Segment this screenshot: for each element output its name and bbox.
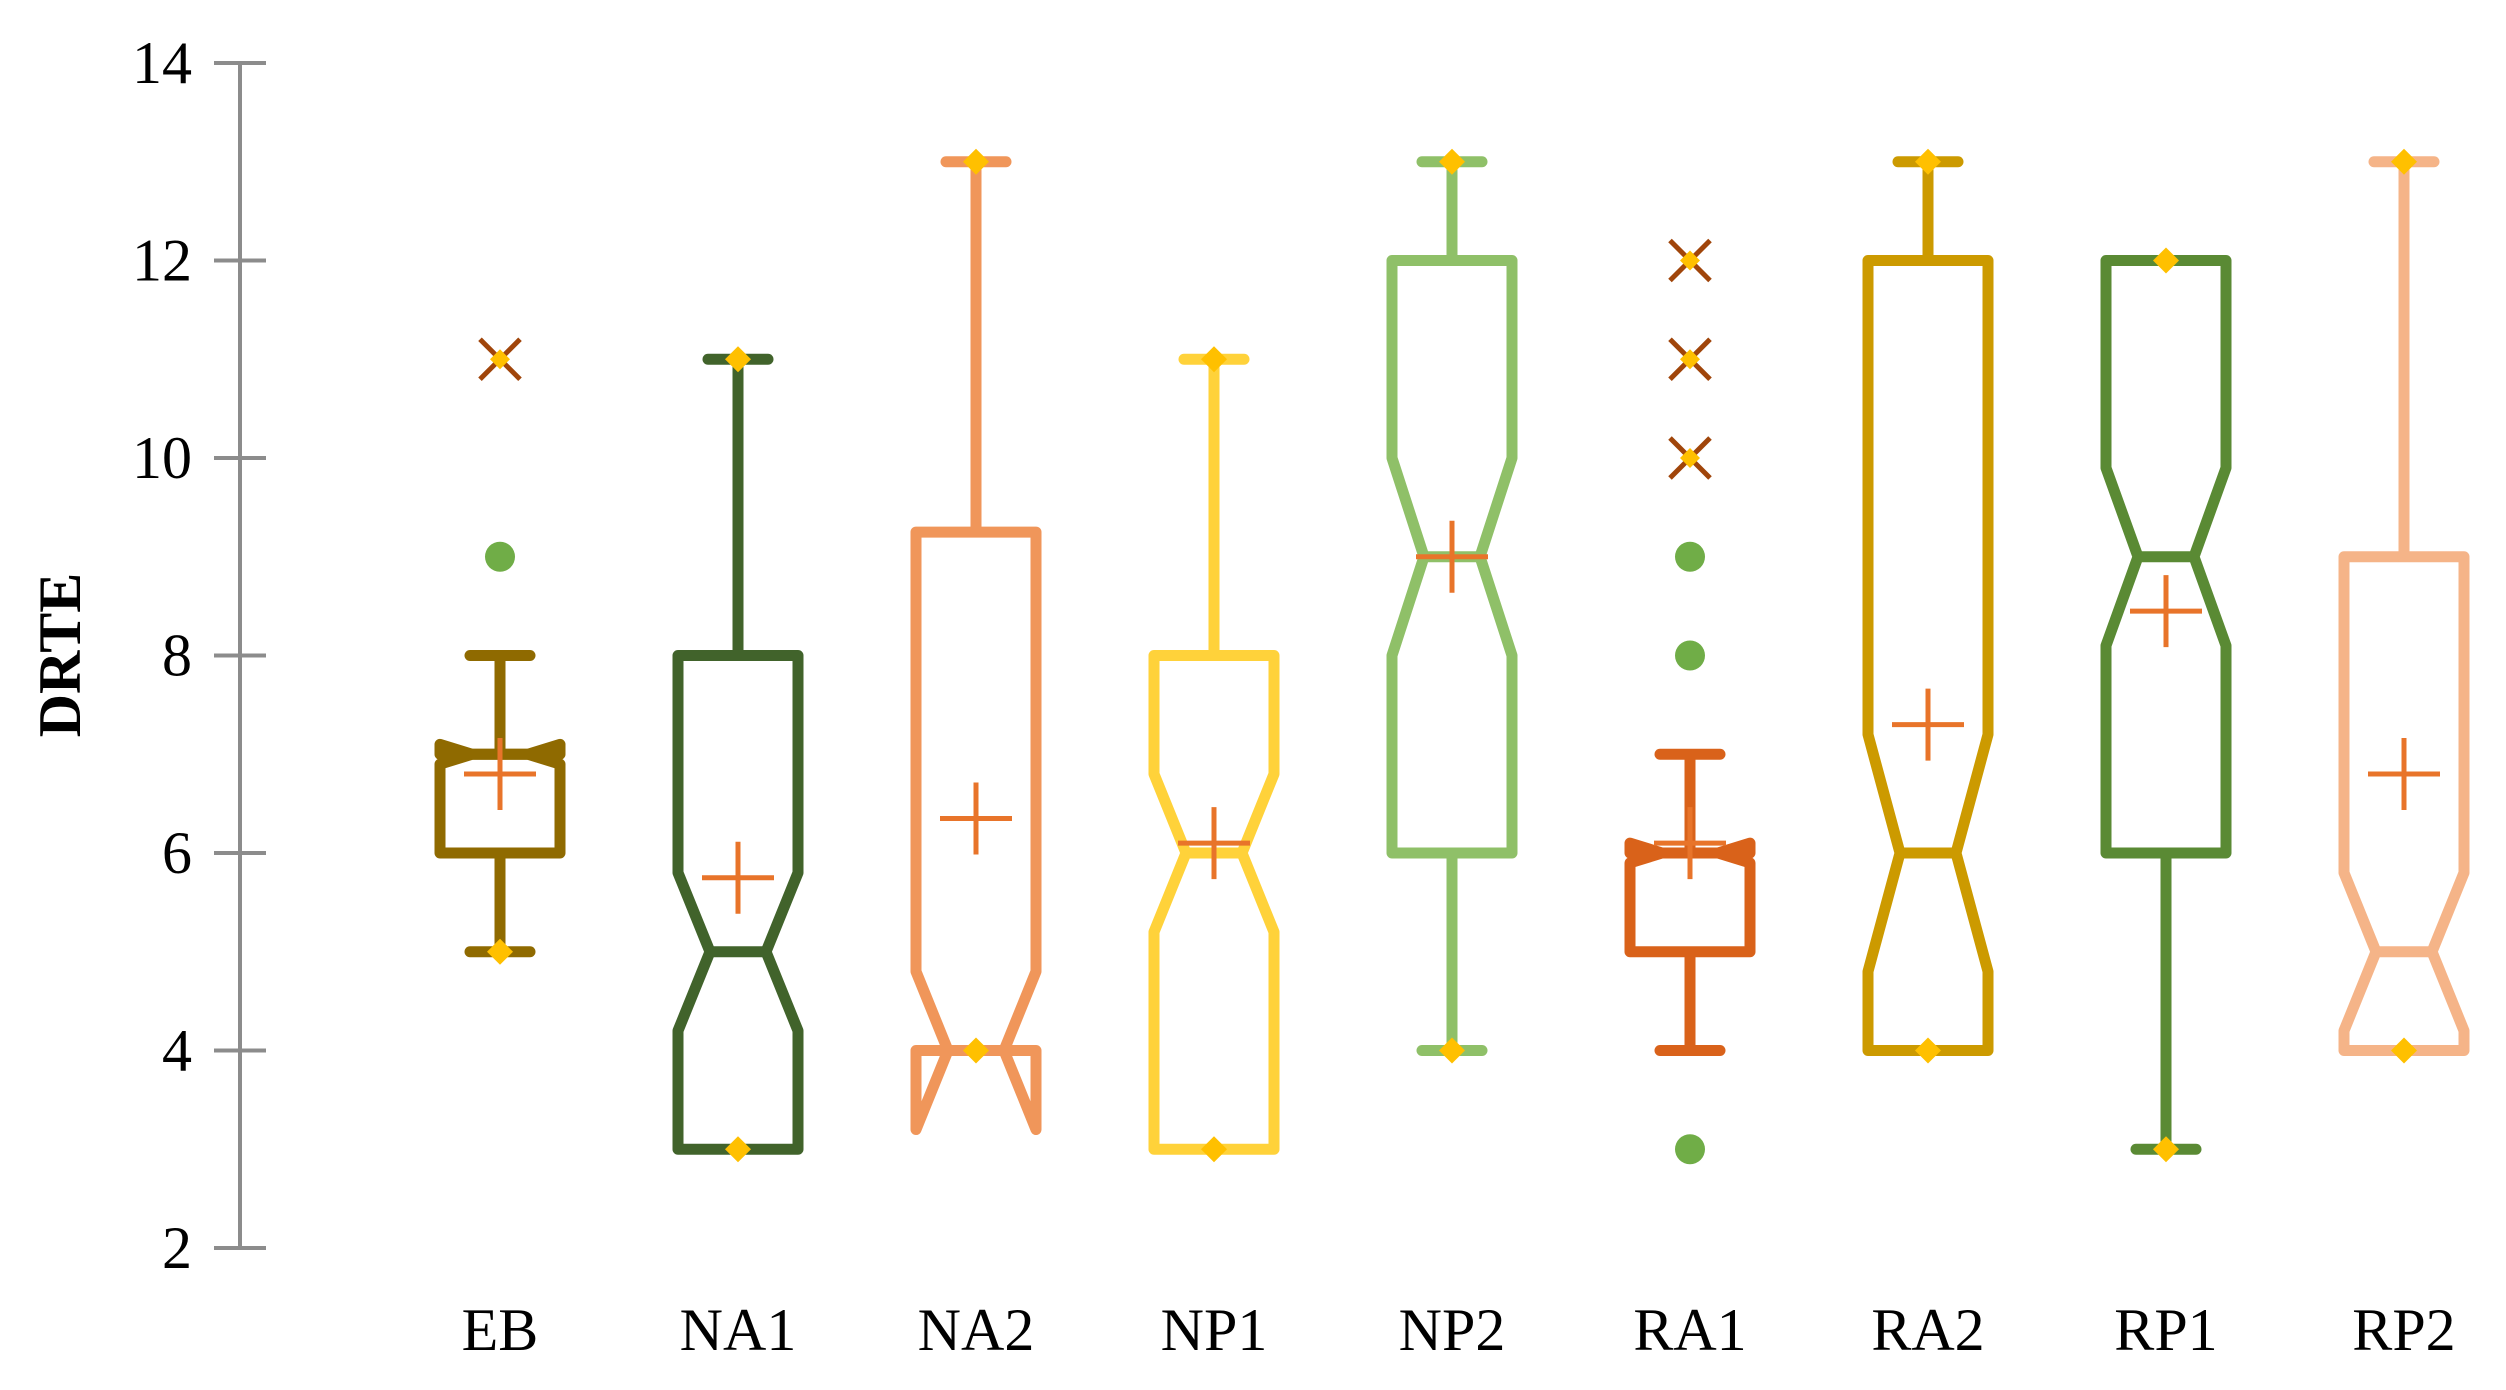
notched-box [1148,650,1280,1155]
extreme-marker [1915,148,1941,175]
notched-box [434,738,566,859]
outlier-extreme-marker [1680,250,1700,271]
extreme-marker [725,1136,751,1163]
x-tick-label: NP1 [1161,1297,1268,1363]
box-ra1 [1624,238,1756,1165]
y-tick-label: 8 [162,623,192,689]
extreme-marker [487,938,513,965]
extreme-marker [2153,1136,2179,1163]
outlier-dot [1675,640,1705,671]
extreme-marker [1201,346,1227,373]
x-tick-label: NA2 [918,1297,1035,1363]
box-np1 [1148,346,1280,1163]
notched-box [1862,255,1994,1056]
outlier-dot [1675,1134,1705,1165]
y-tick-label: 14 [132,30,192,96]
box-na1 [672,346,804,1163]
x-tick-label: RP1 [2114,1297,2217,1363]
extreme-marker [1439,148,1465,175]
boxes [434,148,2470,1165]
box-na2 [910,148,1042,1135]
notched-box [1386,255,1518,859]
extreme-marker [2391,1037,2417,1064]
box-ra2 [1862,148,1994,1064]
extreme-marker [1201,1136,1227,1163]
outlier-dot [1675,541,1705,572]
notched-box [2100,255,2232,859]
extreme-marker [1915,1037,1941,1064]
extreme-marker [725,346,751,373]
x-tick-label: RA2 [1871,1297,1984,1363]
notched-box [2338,551,2470,1056]
extreme-marker [963,148,989,175]
box-eb [434,337,566,965]
y-axis: 2 4 6 8 10 12 14 [132,30,266,1281]
y-tick-label: 6 [162,820,192,886]
y-tick-label: 12 [132,228,192,294]
x-tick-label: EB [462,1297,539,1363]
outlier-extreme-marker [490,349,510,370]
y-tick-label: 10 [132,425,192,491]
x-tick-label: RA1 [1633,1297,1746,1363]
box-rp2 [2338,148,2470,1064]
x-tick-label: RP2 [2352,1297,2455,1363]
x-axis-labels: EB NA1 NA2 NP1 NP2 RA1 RA2 RP1 RP2 [462,1297,2456,1363]
x-tick-label: NA1 [680,1297,797,1363]
extreme-marker [1439,1037,1465,1064]
y-axis-title: DRTE [27,573,93,738]
extreme-marker [963,1037,989,1064]
outlier-dot [485,541,515,572]
outlier-extreme-marker [1680,349,1700,370]
extreme-marker [2153,247,2179,274]
y-tick-label: 4 [162,1018,192,1084]
notched-box [672,650,804,1155]
notched-box [1624,837,1756,958]
box-rp1 [2100,247,2232,1163]
notched-box [910,526,1042,1135]
y-tick-label: 2 [162,1215,192,1281]
box-np2 [1386,148,1518,1064]
extreme-marker [2391,148,2417,175]
outlier-extreme-marker [1680,448,1700,468]
x-tick-label: NP2 [1399,1297,1506,1363]
